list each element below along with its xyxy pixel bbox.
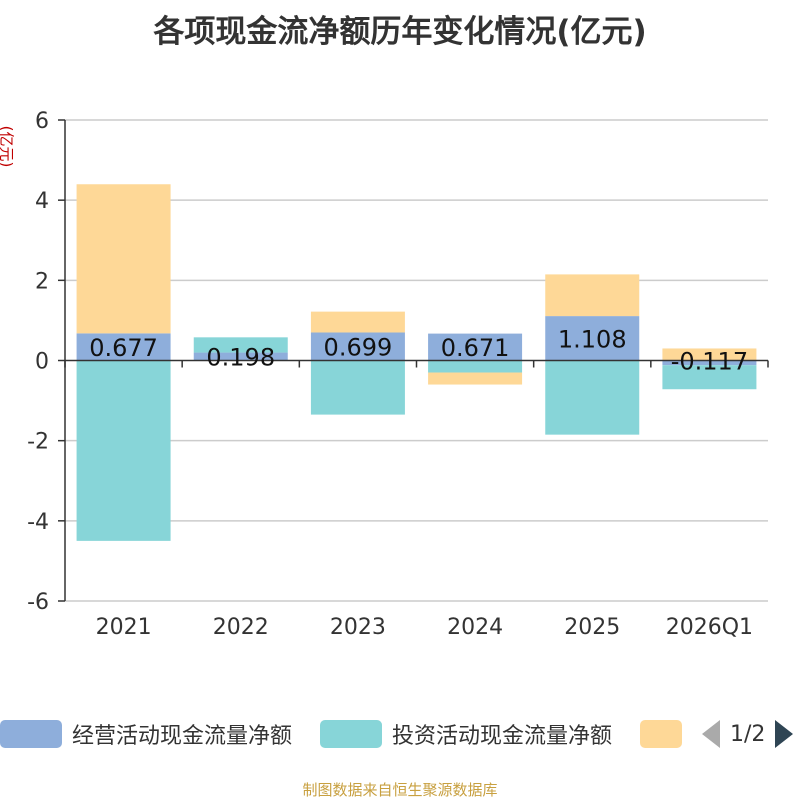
y-tick-label: 2 <box>35 269 49 294</box>
legend-swatch-financing <box>640 720 682 748</box>
x-tick-label-2025: 2025 <box>564 615 620 640</box>
bar-2024-series-2[interactable] <box>428 372 523 385</box>
bar-2025-series-1[interactable] <box>545 360 640 435</box>
bar-2026Q1-series-0[interactable] <box>662 360 757 366</box>
data-source-note: 制图数据来自恒生聚源数据库 <box>302 781 498 799</box>
legend-swatch-operating <box>0 720 62 748</box>
x-tick-label-2024: 2024 <box>447 615 503 640</box>
y-tick-label: -4 <box>27 510 49 535</box>
y-tick-label: 4 <box>35 189 49 214</box>
bar-2021-series-1[interactable] <box>76 360 171 541</box>
data-label-2024: 0.671 <box>441 334 510 362</box>
bar-2023-series-0[interactable] <box>310 332 405 361</box>
bar-2022-series-0[interactable] <box>193 352 288 361</box>
y-tick-label: 6 <box>35 109 49 134</box>
chart-canvas: 6 4 2 0 -2 -4 -6 2021 2022 2023 2024 2025 2026Q1 0.6… <box>27 109 769 640</box>
legend-prev-icon[interactable] <box>702 720 720 748</box>
data-label-2025: 1.108 <box>558 325 627 353</box>
legend-next-icon[interactable] <box>775 720 794 748</box>
legend-item-investing[interactable]: 投资活动现金流量净额 <box>320 716 612 752</box>
y-tick-label: -6 <box>27 590 49 615</box>
bar-2021-series-2[interactable] <box>76 184 171 334</box>
bar-layer <box>76 184 757 541</box>
legend-item-financing[interactable] <box>640 716 682 752</box>
bar-2024-series-1[interactable] <box>428 360 523 373</box>
x-tick-label-2026Q1: 2026Q1 <box>666 615 753 640</box>
data-label-2023: 0.699 <box>324 333 393 361</box>
bar-2026Q1-series-1[interactable] <box>662 365 757 390</box>
bar-2022-series-1[interactable] <box>193 337 288 353</box>
label-layer: 0.677 0.198 0.699 0.671 1.108 -0.117 <box>89 325 748 375</box>
bar-2025-series-0[interactable] <box>545 316 640 361</box>
chart-title: 各项现金流净额历年变化情况(亿元) <box>153 14 647 50</box>
bar-2025-series-2[interactable] <box>545 274 640 317</box>
legend-label-investing: 投资活动现金流量净额 <box>392 724 613 749</box>
bar-2026Q1-series-2[interactable] <box>662 348 757 361</box>
legend-item-operating[interactable]: 经营活动现金流量净额 <box>0 716 292 752</box>
x-tick-label-2022: 2022 <box>213 615 269 640</box>
bar-2023-series-2[interactable] <box>310 311 405 333</box>
axis-layer: 6 4 2 0 -2 -4 -6 2021 2022 2023 2024 2025 2026Q1 <box>27 109 769 640</box>
bar-2024-series-0[interactable] <box>428 333 523 361</box>
legend-swatch-investing <box>320 720 382 748</box>
legend-pager: 1/2 <box>702 716 794 752</box>
data-label-2022: 0.198 <box>206 344 275 372</box>
legend-label-operating: 经营活动现金流量净额 <box>72 724 293 749</box>
bar-2023-series-1[interactable] <box>310 360 405 415</box>
x-tick-label-2021: 2021 <box>96 615 152 640</box>
bar-2021-series-0[interactable] <box>76 333 171 361</box>
legend-page-indicator: 1/2 <box>730 721 766 747</box>
data-label-2026Q1: -0.117 <box>671 348 748 376</box>
y-tick-label: -2 <box>27 430 49 455</box>
grid-layer <box>65 119 768 602</box>
y-tick-label: 0 <box>35 350 49 375</box>
data-label-2021: 0.677 <box>89 334 158 362</box>
legend: 经营活动现金流量净额 投资活动现金流量净额 1/2 <box>0 716 800 752</box>
x-tick-label-2023: 2023 <box>330 615 386 640</box>
